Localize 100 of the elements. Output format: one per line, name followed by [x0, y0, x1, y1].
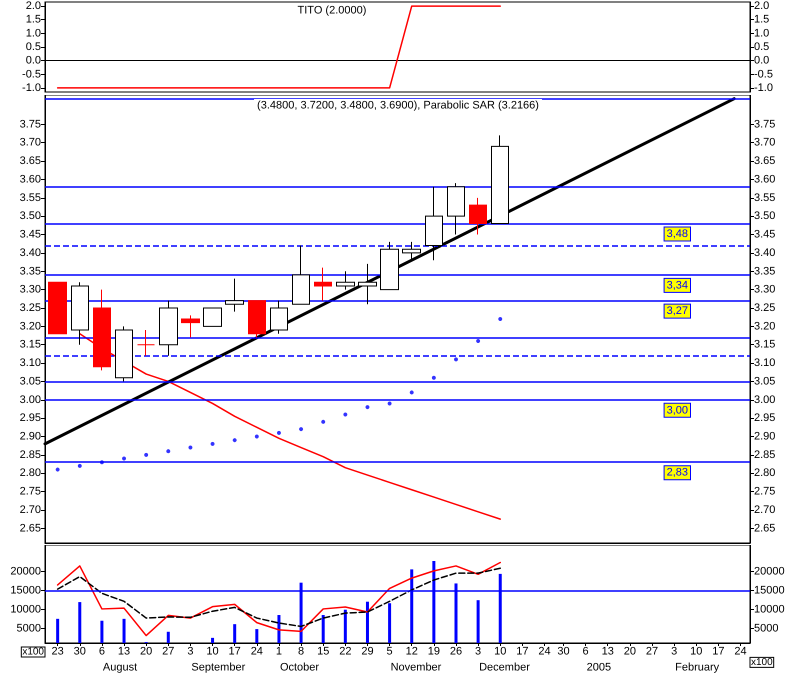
point	[498, 317, 502, 321]
y-tick-label: 2.95	[20, 412, 41, 424]
candlestick	[491, 134, 509, 224]
y-tick-label: 3.55	[20, 192, 41, 204]
x-tick-label: 13	[602, 646, 614, 658]
point	[144, 452, 148, 457]
y2-tick-label: 2.95	[754, 412, 776, 424]
candlestick	[159, 300, 178, 356]
x-tick-label: 24	[250, 646, 263, 658]
candlestick	[292, 245, 310, 305]
candlestick	[358, 263, 377, 305]
y2-tick-label: 3.20	[754, 320, 776, 332]
y-tick-label: 3.45	[20, 228, 41, 241]
ref-line-label: 2,83	[666, 466, 688, 479]
x-tick-label: 22	[339, 646, 352, 658]
y2-tick-label: 2.90	[754, 430, 776, 443]
x-tick-label: 12	[406, 646, 418, 658]
y2-tick-label: 3.65	[754, 155, 776, 168]
y-tick-label: 1.5	[26, 14, 41, 26]
y-tick-label: 2.80	[20, 467, 41, 480]
x-tick-label: 17	[712, 646, 725, 658]
y2-tick-label: 2.65	[754, 522, 776, 534]
point	[188, 446, 192, 450]
candlestick	[425, 186, 443, 261]
y-tick-label: 3.05	[20, 375, 41, 388]
x-tick-label: 10	[206, 646, 219, 658]
chart-title: TITO (2.0000)	[298, 4, 366, 16]
ref-line-label: 3,48	[666, 228, 688, 240]
x-tick-label: 30	[557, 646, 570, 658]
x-tick-label: 5	[386, 646, 393, 658]
y2-tick-label: 0.0	[754, 54, 770, 67]
x-tick-label: 1	[276, 646, 282, 658]
y2-tick-label: 3.35	[754, 265, 776, 278]
point	[410, 390, 414, 394]
x-tick-label: 29	[361, 646, 374, 658]
point	[343, 412, 348, 416]
text: February	[675, 662, 720, 674]
x-tick-label: 30	[74, 646, 86, 658]
y2-tick-label: 20000	[754, 566, 785, 578]
candlestick	[115, 326, 133, 382]
y-tick-label: 3.30	[20, 284, 41, 296]
y2-tick-label: 0.5	[754, 41, 770, 53]
y-tick-label: 3.10	[20, 357, 41, 370]
y2-tick-label: 3.05	[754, 375, 776, 388]
x-tick-label: 27	[646, 646, 658, 658]
y2-tick-label: -1.0	[754, 82, 773, 94]
y-axis-title: x100	[22, 646, 44, 658]
y-tick-label: 5000	[16, 622, 41, 635]
y-tick-label: 3.75	[20, 118, 41, 130]
text: September	[191, 662, 246, 674]
text: August	[102, 662, 138, 674]
y-tick-label: 3.60	[20, 173, 41, 186]
y-tick-label: 2.70	[20, 504, 41, 516]
candlestick	[225, 278, 244, 312]
point	[122, 456, 126, 461]
x-tick-label: 3	[671, 646, 678, 658]
x-tick-label: 10	[494, 646, 506, 658]
point	[388, 401, 392, 406]
point	[210, 442, 215, 446]
y-tick-label: -0.5	[22, 68, 41, 80]
y-tick-label: 2.90	[20, 430, 41, 443]
candlestick	[181, 314, 200, 338]
y2-tick-label: 3.30	[754, 284, 776, 296]
y-tick-label: 1.0	[26, 27, 41, 40]
x-tick-label: 8	[298, 646, 304, 658]
y2-tick-label: 3.55	[754, 192, 776, 204]
y-tick-label: 0.5	[26, 41, 41, 53]
ref-line-label: 3,34	[666, 279, 688, 292]
y2-tick-label: 5000	[754, 622, 778, 635]
y-tick-label: 3.50	[20, 210, 41, 222]
y-tick-label: 3.25	[20, 302, 41, 314]
y-tick-label: 3.65	[20, 155, 41, 168]
x-tick-label: 24	[538, 646, 551, 658]
y2-tick-label: 3.75	[754, 118, 776, 130]
x-tick-label: 23	[52, 646, 64, 658]
point	[365, 405, 370, 410]
y-tick-label: 3.40	[20, 246, 41, 259]
y-tick-label: 2.85	[20, 448, 41, 461]
point	[56, 468, 60, 472]
candlestick	[248, 300, 266, 338]
y2-tick-label: 1.5	[754, 14, 770, 26]
candlestick	[402, 241, 421, 261]
line-series	[56, 562, 501, 636]
x-tick-label: 17	[516, 646, 528, 658]
text: 2005	[586, 662, 612, 674]
y2-tick-label: 3.40	[754, 246, 776, 259]
candlestick	[314, 267, 332, 302]
y-tick-label: 3.35	[20, 265, 41, 278]
point	[299, 427, 304, 432]
x-tick-label: 24	[734, 646, 747, 658]
y-tick-label: 2.0	[26, 0, 41, 12]
candlestick	[469, 197, 487, 236]
y-tick-label: 2.65	[20, 522, 41, 534]
y2-tick-label: -0.5	[754, 68, 773, 80]
candlestick	[71, 282, 89, 346]
y-tick-label: -1.0	[22, 82, 41, 94]
line-series	[56, 567, 501, 628]
y2-tick-label: 3.70	[754, 136, 776, 149]
y2-tick-label: 3.50	[754, 210, 776, 222]
y-tick-label: 2.75	[20, 486, 41, 498]
